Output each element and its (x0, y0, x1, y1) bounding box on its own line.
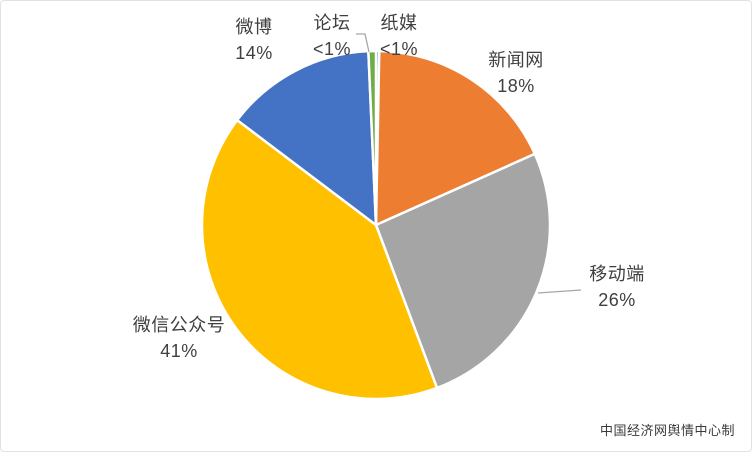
pie-slice-label-print-media: 纸媒 <1% (380, 10, 418, 62)
pie-slice-weibo (235, 49, 378, 227)
pie-slice-label-weibo: 微博 14% (235, 14, 273, 66)
slice-name: 新闻网 (488, 50, 544, 70)
slice-name: 微信公众号 (132, 315, 226, 335)
slice-percentage: <1% (312, 39, 352, 59)
leader-line (356, 33, 370, 53)
slice-percentage: 14% (235, 43, 273, 63)
slice-name: 微博 (235, 17, 273, 37)
pie-slice-label-mobile: 移动端 26% (589, 261, 645, 313)
slice-percentage: 18% (497, 76, 535, 96)
pie-slice-mobile (374, 152, 552, 390)
slice-percentage: <1% (379, 39, 419, 59)
pie-slice-label-forum: 论坛 <1% (313, 10, 351, 62)
slice-percentage: 41% (160, 341, 198, 361)
leader-line (537, 289, 582, 294)
slice-name: 移动端 (589, 264, 645, 284)
pie-slice-news-sites (374, 49, 537, 227)
pie-slice-label-wechat-official-accounts: 微信公众号 41% (133, 312, 226, 364)
slice-name: 纸媒 (380, 13, 418, 33)
credit-text: 中国经济网舆情中心制 (599, 423, 735, 438)
slice-name: 论坛 (313, 13, 351, 33)
slice-percentage: 26% (598, 290, 636, 310)
pie-slice-wechat-official-accounts (200, 118, 439, 401)
pie-slice-label-news-sites: 新闻网 18% (488, 47, 544, 99)
